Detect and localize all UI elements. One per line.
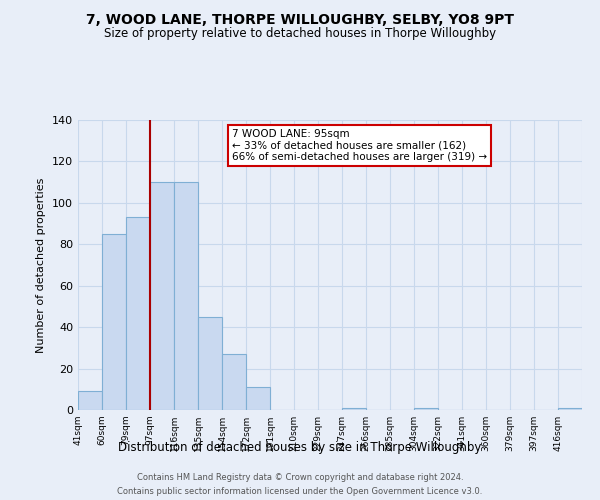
Text: 7 WOOD LANE: 95sqm
← 33% of detached houses are smaller (162)
66% of semi-detach: 7 WOOD LANE: 95sqm ← 33% of detached hou… xyxy=(232,128,487,162)
Bar xyxy=(558,408,582,410)
Bar xyxy=(150,182,174,410)
Bar xyxy=(174,182,198,410)
Bar xyxy=(198,317,222,410)
Bar xyxy=(246,387,270,410)
Bar xyxy=(126,218,150,410)
Text: Distribution of detached houses by size in Thorpe Willoughby: Distribution of detached houses by size … xyxy=(118,441,482,454)
Text: Contains HM Land Registry data © Crown copyright and database right 2024.: Contains HM Land Registry data © Crown c… xyxy=(137,473,463,482)
Bar xyxy=(222,354,246,410)
Bar xyxy=(342,408,366,410)
Text: Contains public sector information licensed under the Open Government Licence v3: Contains public sector information licen… xyxy=(118,486,482,496)
Bar xyxy=(78,392,102,410)
Y-axis label: Number of detached properties: Number of detached properties xyxy=(37,178,46,352)
Text: Size of property relative to detached houses in Thorpe Willoughby: Size of property relative to detached ho… xyxy=(104,28,496,40)
Text: 7, WOOD LANE, THORPE WILLOUGHBY, SELBY, YO8 9PT: 7, WOOD LANE, THORPE WILLOUGHBY, SELBY, … xyxy=(86,12,514,26)
Bar xyxy=(102,234,126,410)
Bar xyxy=(414,408,438,410)
